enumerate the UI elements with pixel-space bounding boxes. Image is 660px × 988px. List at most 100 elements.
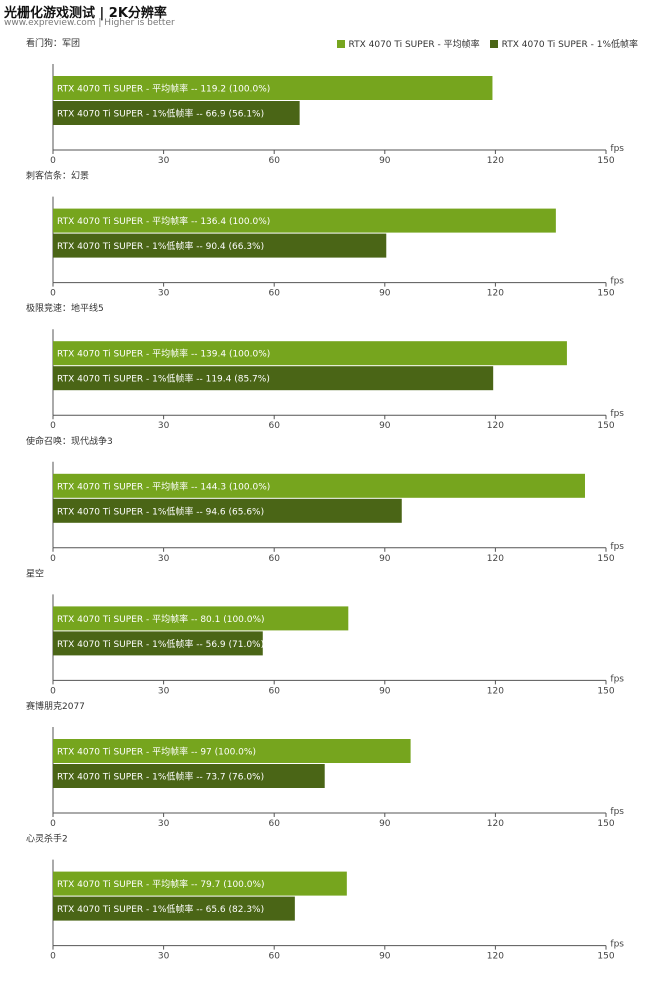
- bar: [53, 764, 325, 788]
- bar: [53, 498, 402, 523]
- x-tick-label: 90: [379, 952, 391, 962]
- x-tick-label: 60: [268, 686, 280, 696]
- x-tick-label: 30: [158, 156, 170, 166]
- page-subtitle: www.expreview.com | Higher is better: [4, 18, 175, 28]
- chart-title: 极限竞速：地平线5: [26, 302, 104, 314]
- x-tick-label: 0: [50, 952, 56, 962]
- x-axis-label: fps: [610, 144, 624, 154]
- x-tick-label: 0: [50, 421, 56, 431]
- x-axis-label: fps: [610, 409, 624, 419]
- legend: RTX 4070 Ti SUPER - 平均帧率 RTX 4070 Ti SUP…: [336, 37, 638, 50]
- x-tick-label: 120: [487, 686, 504, 696]
- bar: [53, 76, 493, 100]
- bar-label: RTX 4070 Ti SUPER - 1%低帧率 -- 90.4 (66.3%…: [57, 240, 264, 252]
- x-tick-label: 30: [158, 421, 170, 431]
- chart-panel: 赛博朋克2077 RTX 4070 Ti SUPER - 平均帧率 -- 97 (…: [26, 700, 624, 829]
- chart-title: 看门狗：军团: [26, 37, 80, 49]
- bar: [53, 473, 585, 498]
- x-tick-label: 0: [50, 289, 56, 299]
- bar-label: RTX 4070 Ti SUPER - 1%低帧率 -- 119.4 (85.7…: [57, 373, 270, 385]
- x-axis-label: fps: [610, 940, 624, 950]
- bar-label: RTX 4070 Ti SUPER - 平均帧率 -- 136.4 (100.0…: [57, 215, 270, 227]
- bar: [53, 631, 263, 656]
- chart-title: 赛博朋克2077: [26, 700, 85, 712]
- chart-title: 刺客信条：幻景: [26, 170, 89, 182]
- x-tick-label: 60: [268, 421, 280, 431]
- x-tick-label: 0: [50, 686, 56, 696]
- bar: [53, 233, 387, 258]
- x-tick-label: 150: [597, 289, 614, 299]
- x-tick-label: 90: [379, 421, 391, 431]
- bar-label: RTX 4070 Ti SUPER - 1%低帧率 -- 94.6 (65.6%…: [57, 505, 264, 517]
- x-axis-label: fps: [610, 674, 624, 684]
- x-tick-label: 60: [268, 952, 280, 962]
- x-tick-label: 150: [597, 421, 614, 431]
- x-tick-label: 120: [487, 156, 504, 166]
- x-tick-label: 60: [268, 156, 280, 166]
- x-tick-label: 0: [50, 819, 56, 829]
- x-tick-label: 150: [597, 686, 614, 696]
- chart-panel: 星空 RTX 4070 Ti SUPER - 平均帧率 -- 80.1 (100.…: [26, 567, 624, 696]
- x-tick-label: 30: [158, 819, 170, 829]
- x-tick-label: 90: [379, 289, 391, 299]
- bar-label: RTX 4070 Ti SUPER - 平均帧率 -- 144.3 (100.0…: [57, 480, 270, 492]
- x-axis-label: fps: [610, 542, 624, 552]
- bar-label: RTX 4070 Ti SUPER - 平均帧率 -- 80.1 (100.0%…: [57, 613, 265, 625]
- x-tick-label: 120: [487, 952, 504, 962]
- x-tick-label: 120: [487, 819, 504, 829]
- x-tick-label: 90: [379, 554, 391, 564]
- x-tick-label: 120: [487, 554, 504, 564]
- x-tick-label: 30: [158, 686, 170, 696]
- legend-label-low: RTX 4070 Ti SUPER - 1%低帧率: [501, 40, 638, 50]
- bar: [53, 366, 494, 391]
- chart-panel: 看门狗：军团 RTX 4070 Ti SUPER - 平均帧率 -- 119.2 …: [26, 37, 624, 166]
- x-tick-label: 60: [268, 289, 280, 299]
- chart-title: 使命召唤：现代战争3: [26, 435, 113, 447]
- legend-label-avg: RTX 4070 Ti SUPER - 平均帧率: [348, 40, 480, 50]
- bar: [53, 208, 556, 233]
- bar-label: RTX 4070 Ti SUPER - 平均帧率 -- 139.4 (100.0…: [57, 348, 270, 360]
- x-tick-label: 150: [597, 952, 614, 962]
- chart-title: 星空: [26, 567, 44, 579]
- page-title: 光栅化游戏测试 | 2K分辨率: [4, 6, 167, 21]
- bar: [53, 606, 349, 631]
- bar: [53, 871, 347, 896]
- chart-panel: 使命召唤：现代战争3 RTX 4070 Ti SUPER - 平均帧率 -- 14…: [26, 435, 624, 564]
- bar-label: RTX 4070 Ti SUPER - 平均帧率 -- 119.2 (100.0…: [57, 83, 270, 95]
- x-tick-label: 30: [158, 952, 170, 962]
- bar-label: RTX 4070 Ti SUPER - 1%低帧率 -- 65.6 (82.3%…: [57, 903, 264, 915]
- x-tick-label: 90: [379, 819, 391, 829]
- bar: [53, 896, 295, 921]
- x-tick-label: 60: [268, 819, 280, 829]
- x-tick-label: 120: [487, 289, 504, 299]
- chart-panel: 心灵杀手2 RTX 4070 Ti SUPER - 平均帧率 -- 79.7 (1…: [26, 833, 624, 962]
- bar-label: RTX 4070 Ti SUPER - 1%低帧率 -- 73.7 (76.0%…: [57, 771, 264, 783]
- legend-swatch-low: [489, 39, 498, 48]
- x-tick-label: 0: [50, 156, 56, 166]
- chart-panel: 极限竞速：地平线5 RTX 4070 Ti SUPER - 平均帧率 -- 139…: [26, 302, 624, 431]
- bar-label: RTX 4070 Ti SUPER - 平均帧率 -- 97 (100.0%): [57, 746, 256, 758]
- x-tick-label: 150: [597, 156, 614, 166]
- x-tick-label: 0: [50, 554, 56, 564]
- x-tick-label: 150: [597, 819, 614, 829]
- x-tick-label: 120: [487, 421, 504, 431]
- bar: [53, 101, 300, 125]
- legend-item-low[interactable]: RTX 4070 Ti SUPER - 1%低帧率: [489, 37, 638, 50]
- x-axis-label: fps: [610, 807, 624, 817]
- chart-title: 心灵杀手2: [26, 833, 68, 845]
- legend-item-avg[interactable]: RTX 4070 Ti SUPER - 平均帧率: [336, 37, 480, 50]
- chart-panel: 刺客信条：幻景 RTX 4070 Ti SUPER - 平均帧率 -- 136.4…: [26, 170, 624, 299]
- x-tick-label: 90: [379, 156, 391, 166]
- bar: [53, 739, 411, 763]
- legend-swatch-avg: [336, 39, 345, 48]
- x-tick-label: 30: [158, 554, 170, 564]
- x-tick-label: 60: [268, 554, 280, 564]
- bar: [53, 341, 567, 366]
- x-axis-label: fps: [610, 277, 624, 287]
- x-tick-label: 30: [158, 289, 170, 299]
- bar-label: RTX 4070 Ti SUPER - 1%低帧率 -- 56.9 (71.0%…: [57, 638, 264, 650]
- bar-label: RTX 4070 Ti SUPER - 1%低帧率 -- 66.9 (56.1%…: [57, 108, 264, 120]
- x-tick-label: 150: [597, 554, 614, 564]
- bar-label: RTX 4070 Ti SUPER - 平均帧率 -- 79.7 (100.0%…: [57, 878, 265, 890]
